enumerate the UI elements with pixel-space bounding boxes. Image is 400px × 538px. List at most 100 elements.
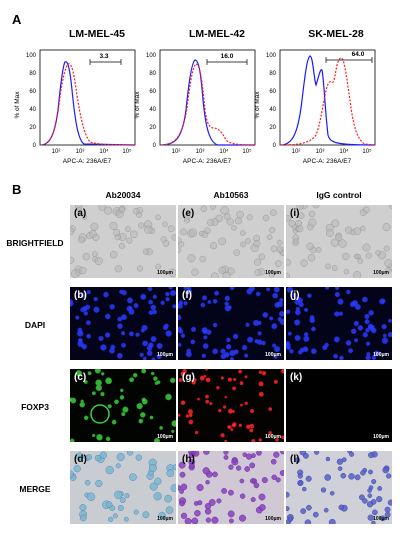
y-axis-label: % of Max bbox=[254, 91, 261, 119]
x-tick-label: 10² bbox=[292, 149, 301, 155]
y-axis-label: % of Max bbox=[14, 91, 21, 119]
red-histogram bbox=[281, 57, 376, 146]
panel-b-letter: B bbox=[12, 182, 22, 197]
y-tick-label: 0 bbox=[273, 143, 277, 149]
y-axis-label: % of Max bbox=[134, 91, 141, 119]
y-tick-label: 0 bbox=[153, 143, 157, 149]
histogram-sk-mel-28: % of Max 0 20 40 60 80 100 10² 10³ 10⁴ 1… bbox=[254, 49, 376, 165]
x-axis-label: APC-A: 236A/E7 bbox=[183, 158, 232, 165]
y-tick-labels: 0 20 40 60 80 100 bbox=[266, 53, 277, 149]
x-tick-labels: 10² 10³ 10⁴ 10⁵ bbox=[292, 148, 372, 155]
sub-panel-letter: (j) bbox=[290, 290, 300, 301]
y-tick-label: 60 bbox=[269, 89, 276, 95]
micrograph-foxp3-1: (c) 100μm bbox=[70, 369, 176, 442]
scale-bar-label: 100μm bbox=[373, 270, 389, 276]
x-tick-label: 10² bbox=[52, 149, 61, 155]
gate-value: 64.0 bbox=[352, 51, 365, 58]
histogram-lm-mel-45: % of Max 0 20 40 60 80 100 10² 10³ 10⁴ 1… bbox=[14, 49, 136, 165]
micrograph-brightfield-3: (i) 100μm bbox=[286, 205, 392, 278]
row-header-merge: MERGE bbox=[19, 484, 51, 494]
y-tick-label: 100 bbox=[266, 53, 277, 59]
y-tick-label: 60 bbox=[29, 89, 36, 95]
scale-bar-label: 100μm bbox=[373, 352, 389, 358]
scale-bar-label: 100μm bbox=[157, 352, 173, 358]
sub-panel-letter: (i) bbox=[290, 208, 300, 219]
scale-bar-label: 100μm bbox=[157, 516, 173, 522]
x-tick-label: 10³ bbox=[76, 149, 85, 155]
x-tick-labels: 10² 10³ 10⁴ 10⁵ bbox=[52, 148, 132, 155]
x-axis-label: APC-A: 236A/E7 bbox=[303, 158, 352, 165]
plot-title-lm-mel-42: LM-MEL-42 bbox=[189, 28, 245, 40]
x-tick-label: 10⁴ bbox=[99, 148, 109, 155]
y-tick-label: 60 bbox=[149, 89, 156, 95]
sub-panel-letter: (c) bbox=[74, 372, 87, 383]
y-tick-label: 100 bbox=[146, 53, 157, 59]
y-tick-labels: 0 20 40 60 80 100 bbox=[146, 53, 157, 149]
micrograph-dapi-1: (b) 100μm bbox=[70, 287, 176, 360]
sub-panel-letter: (b) bbox=[74, 290, 87, 301]
sub-panel-letter: (a) bbox=[74, 208, 87, 219]
y-tick-label: 20 bbox=[149, 125, 156, 131]
blue-histogram bbox=[161, 59, 255, 146]
scale-bar-label: 100μm bbox=[157, 434, 173, 440]
micrograph-foxp3-2: (g) 100μm bbox=[178, 369, 284, 442]
scale-bar-label: 100μm bbox=[265, 270, 281, 276]
micrograph-brightfield-1: (a) 100μm bbox=[70, 205, 176, 278]
micrograph-merge-1: (d) 100μm bbox=[70, 451, 176, 524]
row-header-brightfield: BRIGHTFIELD bbox=[6, 238, 64, 248]
x-tick-label: 10³ bbox=[196, 149, 205, 155]
sub-panel-letter: (h) bbox=[182, 454, 195, 465]
scale-bar-label: 100μm bbox=[373, 434, 389, 440]
y-tick-labels: 0 20 40 60 80 100 bbox=[26, 53, 37, 149]
sub-panel-letter: (l) bbox=[290, 454, 300, 465]
column-header-igg-control: IgG control bbox=[316, 190, 362, 200]
row-header-foxp3: FOXP3 bbox=[21, 402, 49, 412]
column-header-ab20034: Ab20034 bbox=[105, 190, 141, 200]
red-histogram bbox=[41, 63, 136, 146]
x-tick-label: 10² bbox=[172, 149, 181, 155]
micrograph-merge-3: (l) 100μm bbox=[286, 451, 392, 524]
plot-frame bbox=[279, 49, 376, 146]
y-tick-label: 40 bbox=[269, 107, 276, 113]
scale-bar-label: 100μm bbox=[265, 516, 281, 522]
scale-bar-label: 100μm bbox=[265, 352, 281, 358]
micrograph-foxp3-3: (k) 100μm bbox=[286, 369, 392, 442]
y-tick-label: 40 bbox=[29, 107, 36, 113]
histogram-lm-mel-42: % of Max 0 20 40 60 80 100 10² 10³ 10⁴ 1… bbox=[134, 49, 256, 165]
scale-bar-label: 100μm bbox=[265, 434, 281, 440]
plot-frame bbox=[159, 49, 256, 146]
row-header-dapi: DAPI bbox=[24, 320, 46, 330]
gate-value: 3.3 bbox=[99, 53, 108, 60]
x-tick-label: 10³ bbox=[316, 149, 325, 155]
column-header-ab10563: Ab10563 bbox=[213, 190, 249, 200]
micrograph-dapi-3: (j) 100μm bbox=[286, 287, 392, 360]
scale-bar-label: 100μm bbox=[373, 516, 389, 522]
x-tick-label: 10⁵ bbox=[122, 148, 132, 155]
y-tick-label: 20 bbox=[29, 125, 36, 131]
scale-bar-label: 100μm bbox=[157, 270, 173, 276]
x-tick-label: 10⁵ bbox=[242, 148, 252, 155]
y-tick-label: 20 bbox=[269, 125, 276, 131]
panel-a-letter: A bbox=[12, 12, 22, 27]
plot-title-lm-mel-45: LM-MEL-45 bbox=[69, 28, 125, 40]
micrograph-dapi-2: (f) 100μm bbox=[178, 287, 284, 360]
plot-title-sk-mel-28: SK-MEL-28 bbox=[308, 28, 364, 40]
plot-frame bbox=[39, 49, 136, 146]
micrograph-merge-2: (h) 100μm bbox=[178, 451, 284, 524]
sub-panel-letter: (e) bbox=[182, 208, 195, 219]
sub-panel-letter: (k) bbox=[290, 372, 303, 383]
y-tick-label: 40 bbox=[149, 107, 156, 113]
gate-value: 16.0 bbox=[221, 53, 234, 60]
y-tick-label: 0 bbox=[33, 143, 37, 149]
y-tick-label: 100 bbox=[26, 53, 37, 59]
y-tick-label: 80 bbox=[29, 71, 36, 77]
blue-histogram bbox=[281, 55, 376, 146]
micrograph-brightfield-2: (e) 100μm bbox=[178, 205, 284, 278]
sub-panel-letter: (d) bbox=[74, 454, 87, 465]
y-tick-label: 80 bbox=[149, 71, 156, 77]
x-axis-label: APC-A: 236A/E7 bbox=[63, 158, 112, 165]
x-tick-labels: 10² 10³ 10⁴ 10⁵ bbox=[172, 148, 252, 155]
sub-panel-letter: (g) bbox=[182, 372, 195, 383]
red-histogram bbox=[161, 63, 256, 146]
x-tick-label: 10⁴ bbox=[339, 148, 349, 155]
